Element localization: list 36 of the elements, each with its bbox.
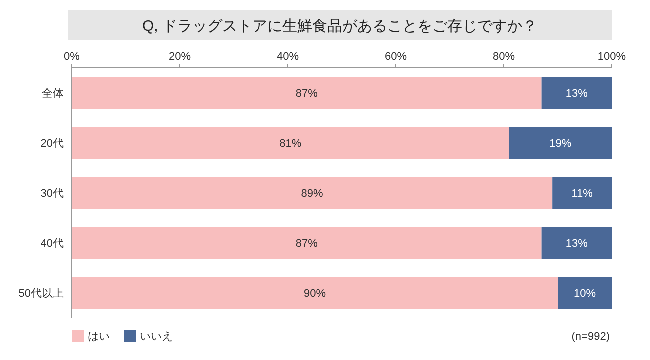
x-tick-label: 80% [492,51,516,63]
bar [552,177,612,209]
y-tick-label: 全体 [42,88,64,100]
bar [542,227,612,259]
x-tick-label: 0% [64,51,80,63]
title: Q, ドラッグストアに生鮮食品があることをご存じですか？ [68,10,612,40]
x-tick-label: 60% [384,51,408,63]
data-label: 81% [280,138,302,150]
data-label: 10% [574,288,596,300]
bar [72,77,542,109]
data-label: 13% [566,238,588,250]
data-label: 87% [296,88,318,100]
data-label: 13% [566,88,588,100]
text: (n=992) [572,331,610,343]
bar [72,227,542,259]
bar [72,277,558,309]
data-label: 11% [572,188,594,200]
data-label: 89% [301,188,324,200]
x-tick-label: 100% [598,51,626,63]
x-tick-label: 40% [276,51,300,63]
legend-label: はい [88,331,110,343]
x-tick-label: 20% [168,51,192,63]
y-tick-label: 30代 [40,188,64,200]
data-label: 19% [550,138,572,150]
legend-label: いいえ [140,331,173,343]
bar [72,127,510,159]
y-tick-label: 40代 [40,238,64,250]
y-tick-label: 50代以上 [18,287,64,300]
data-label: 87% [296,238,318,250]
bar [509,127,612,159]
chart-title: Q, ドラッグストアに生鮮食品があることをご存じですか？ [142,18,538,35]
bar [542,77,612,109]
y-tick-label: 20代 [40,138,64,150]
bar [558,277,612,309]
bar [72,177,553,209]
data-label: 90% [304,288,326,300]
